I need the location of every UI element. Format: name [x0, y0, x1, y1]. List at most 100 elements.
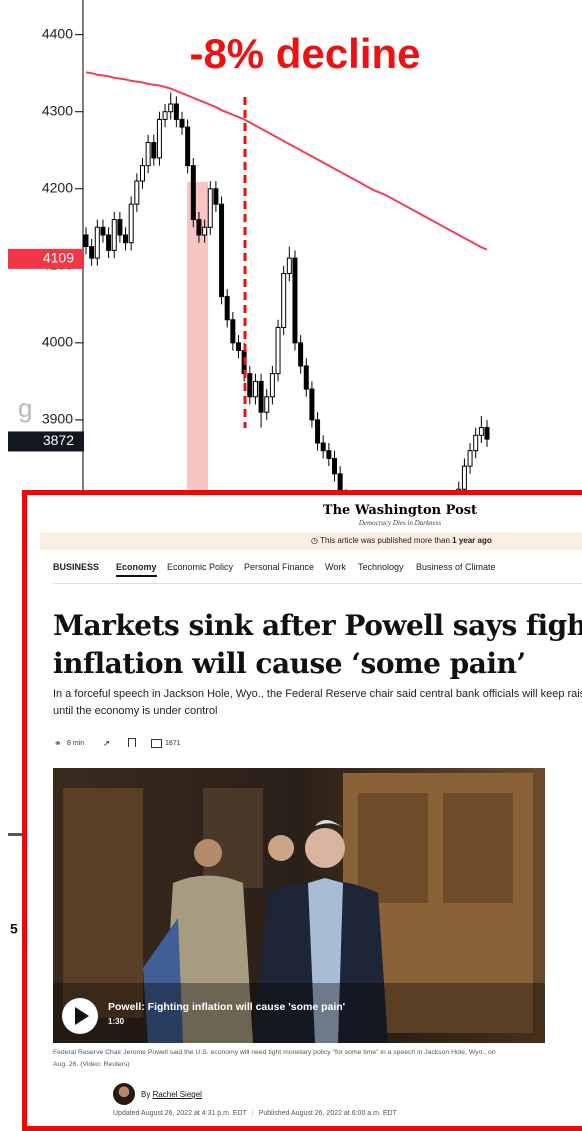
headline: inflation will cause ‘some pain’: [53, 647, 526, 680]
moving-average: [85, 71, 488, 251]
y-tick-label: 4200: [42, 179, 73, 195]
video-title: Powell: Fighting inflation will cause 's…: [108, 1001, 345, 1013]
y-tick-label: 3900: [42, 411, 73, 427]
candle-body: [202, 226, 208, 236]
dek: In a forceful speech in Jackson Hole, Wy…: [53, 688, 582, 700]
comment-icon[interactable]: [151, 739, 162, 748]
nav-item[interactable]: Economic Policy: [167, 562, 234, 572]
updated: Updated August 26, 2022 at 4:31 p.m. EDT: [113, 1110, 247, 1117]
price-label-box: [8, 431, 84, 452]
candle-body: [264, 396, 270, 413]
candle-body: [145, 142, 151, 167]
tagline: Democracy Dies in Darkness: [358, 519, 442, 527]
caption: Aug. 26. (Video: Reuters): [53, 1061, 130, 1068]
y-tick-label: 4400: [42, 25, 73, 41]
candle-body: [478, 427, 484, 436]
candle-body: [219, 203, 225, 298]
nav-section[interactable]: BUSINESS: [53, 562, 100, 572]
candle-body: [303, 365, 309, 390]
candle-body: [286, 257, 292, 275]
candle-body: [224, 296, 230, 321]
nav-rule: [53, 583, 582, 584]
headphones-icon[interactable]: ⚭: [54, 738, 62, 748]
person: [268, 835, 294, 861]
video-duration: 1:30: [108, 1017, 125, 1026]
nav-item[interactable]: Work: [325, 562, 346, 572]
candle-body: [281, 273, 287, 328]
clock-icon: ◷: [311, 536, 318, 545]
candle-body: [252, 380, 258, 398]
candle-body: [83, 234, 89, 248]
author[interactable]: Rachel Siegel: [152, 1090, 202, 1099]
candle-body: [213, 188, 219, 205]
candle-body: [179, 118, 185, 128]
edge-glyph: 5: [10, 921, 18, 937]
share-icon[interactable]: ➚: [103, 738, 111, 748]
notice: ◷ This article was published more than 1…: [311, 536, 492, 545]
play-icon: [75, 1007, 89, 1025]
candle-body: [326, 450, 332, 459]
byline: By Rachel Siegel: [141, 1090, 202, 1099]
notice-text: This article was published more than: [320, 536, 450, 545]
person: [163, 875, 253, 1043]
doorway: [203, 788, 263, 888]
candle-body: [473, 434, 479, 452]
candle-body: [173, 103, 179, 120]
candle-body: [235, 342, 241, 352]
candle-body: [168, 103, 174, 113]
masthead: The Washington Post: [322, 503, 478, 518]
candle-body: [467, 450, 473, 467]
video[interactable]: Powell: Fighting inflation will cause 's…: [53, 768, 545, 1043]
price-label: 3872: [43, 432, 74, 448]
candle-body: [106, 234, 112, 251]
candle-body: [207, 188, 213, 228]
dek: until the economy is under control: [53, 705, 218, 717]
candle-body: [139, 165, 145, 182]
hair: [315, 819, 343, 828]
candle-body: [196, 219, 202, 236]
candle-body: [134, 180, 140, 205]
candle-body: [111, 219, 117, 251]
candle-body: [230, 319, 236, 344]
notice-bar: [40, 532, 582, 550]
candle-body: [484, 427, 490, 440]
read-time: 8 min: [67, 740, 85, 747]
candle-body: [258, 380, 264, 413]
candle-body: [315, 419, 321, 444]
candle-body: [94, 226, 100, 259]
candle-body: [117, 219, 123, 236]
person: [143, 918, 183, 1043]
y-tick-label: 4300: [42, 102, 73, 118]
candle-body: [128, 203, 134, 244]
published: Published August 26, 2022 at 6:00 a.m. E…: [258, 1110, 397, 1117]
nav-item[interactable]: Personal Finance: [244, 562, 315, 572]
candle-body: [269, 373, 275, 398]
avatar: [113, 1083, 135, 1105]
bookmark-icon[interactable]: [128, 738, 136, 747]
candle-body: [156, 118, 162, 159]
panel: [443, 793, 513, 903]
nav-item[interactable]: Business of Climate: [416, 562, 496, 572]
panel: [358, 793, 428, 903]
candle-body: [309, 388, 315, 421]
notice-bold: 1 year ago: [452, 536, 492, 545]
candle-body: [190, 165, 196, 221]
person: [305, 828, 345, 868]
candle-body: [247, 373, 253, 398]
candle-body: [89, 246, 95, 259]
y-tick-label: 4000: [42, 334, 73, 350]
nav-item[interactable]: Economy: [116, 562, 157, 577]
edge-glyph: g: [18, 393, 32, 423]
caption: Federal Reserve Chair Jerome Powell said…: [53, 1049, 496, 1056]
candle-body: [292, 257, 298, 344]
highlight-band: [187, 182, 208, 490]
nav-item[interactable]: Technology: [358, 562, 404, 572]
candle-body: [275, 326, 281, 375]
article: The Washington Post Democracy Dies in Da…: [27, 495, 582, 1126]
price-label-box: [8, 248, 84, 269]
edge-mark: [8, 833, 22, 836]
shirt: [308, 878, 343, 1043]
door: [63, 788, 143, 1018]
candle-body: [185, 126, 191, 167]
